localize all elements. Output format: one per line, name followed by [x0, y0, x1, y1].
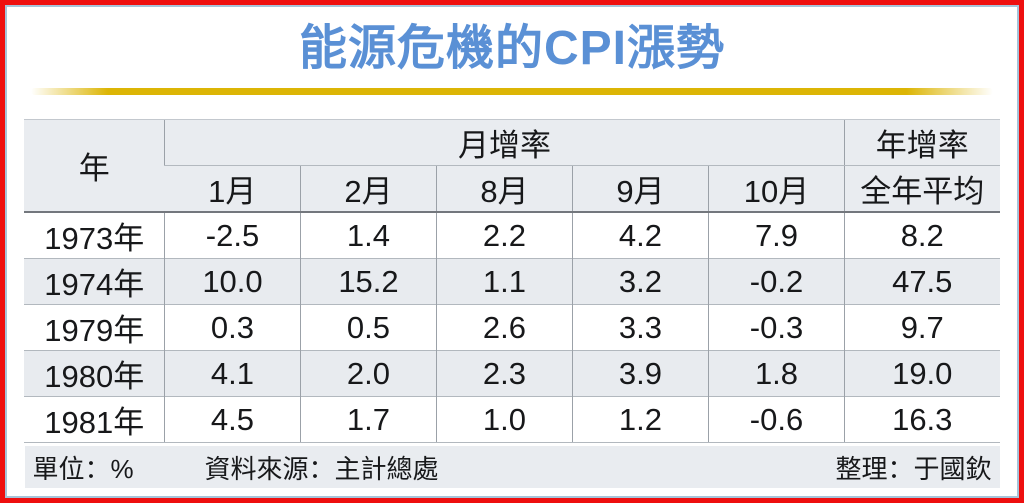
year-cell: 1980年 [24, 350, 165, 397]
year-cell: 1979年 [24, 304, 165, 351]
value-cell: 3.3 [571, 304, 709, 351]
table-row: 1981年 4.5 1.7 1.0 1.2 -0.6 16.3 [24, 396, 1000, 443]
value-cell: 7.9 [707, 212, 845, 259]
cpi-table: 年 月增率 年增率 1月 2月 8月 9月 10月 全年平均 1973年 -2.… [24, 119, 1000, 443]
page-title: 能源危機的CPI漲勢 [298, 22, 726, 75]
source-label: 資料來源：主計總處 [204, 453, 439, 484]
year-cell: 1973年 [24, 212, 165, 259]
table-row: 1980年 4.1 2.0 2.3 3.9 1.8 19.0 [24, 350, 1000, 397]
value-cell: 19.0 [844, 350, 1000, 397]
table-row: 1974年 10.0 15.2 1.1 3.2 -0.2 47.5 [24, 258, 1000, 305]
col-header-aug: 8月 [435, 165, 573, 213]
col-group-monthly-rate: 月增率 [163, 119, 845, 166]
value-cell: -0.6 [707, 396, 845, 443]
value-cell: 1.2 [571, 396, 709, 443]
value-cell: 4.5 [163, 396, 301, 443]
value-cell: 1.1 [435, 258, 573, 305]
value-cell: 8.2 [844, 212, 1000, 259]
value-cell: 2.6 [435, 304, 573, 351]
value-cell: 1.8 [707, 350, 845, 397]
title-divider-rule [31, 88, 993, 95]
col-header-feb: 2月 [299, 165, 437, 213]
value-cell: 4.1 [163, 350, 301, 397]
value-cell: 2.2 [435, 212, 573, 259]
value-cell: 47.5 [844, 258, 1000, 305]
unit-label: 單位：% [32, 453, 134, 484]
table-row: 1979年 0.3 0.5 2.6 3.3 -0.3 9.7 [24, 304, 1000, 351]
value-cell: 3.2 [571, 258, 709, 305]
value-cell: -0.2 [707, 258, 845, 305]
year-cell: 1981年 [24, 396, 165, 443]
col-header-oct: 10月 [707, 165, 845, 213]
year-cell: 1974年 [24, 258, 165, 305]
value-cell: 2.0 [299, 350, 437, 397]
value-cell: 1.4 [299, 212, 437, 259]
value-cell: 2.3 [435, 350, 573, 397]
col-header-jan: 1月 [164, 165, 301, 213]
table-header-sub-row: 1月 2月 8月 9月 10月 全年平均 [24, 165, 1000, 213]
col-group-annual-rate: 年增率 [844, 119, 1000, 166]
value-cell: 4.2 [571, 212, 709, 259]
value-cell: 1.0 [435, 396, 573, 443]
table-header-group-row: 年 月增率 年增率 [24, 119, 1000, 213]
col-header-year: 年 [24, 119, 165, 213]
value-cell: 9.7 [844, 304, 1000, 351]
value-cell: 1.7 [299, 396, 437, 443]
value-cell: 16.3 [844, 396, 1000, 443]
value-cell: -0.3 [707, 304, 845, 351]
credit-label: 整理：于國欽 [835, 453, 992, 484]
value-cell: 0.5 [299, 304, 437, 351]
footer-bar: 單位：% 資料來源：主計總處 整理：于國欽 [24, 446, 1000, 488]
value-cell: 0.3 [163, 304, 301, 351]
inner-frame: 能源危機的CPI漲勢 年 月增率 年增率 1月 2月 8月 9月 10月 全年平… [5, 5, 1019, 498]
value-cell: 3.9 [571, 350, 709, 397]
value-cell: 15.2 [299, 258, 437, 305]
value-cell: -2.5 [163, 212, 301, 259]
col-header-annual-average: 全年平均 [844, 165, 1000, 213]
col-header-sep: 9月 [571, 165, 709, 213]
table-row: 1973年 -2.5 1.4 2.2 4.2 7.9 8.2 [24, 212, 1000, 259]
value-cell: 10.0 [163, 258, 301, 305]
